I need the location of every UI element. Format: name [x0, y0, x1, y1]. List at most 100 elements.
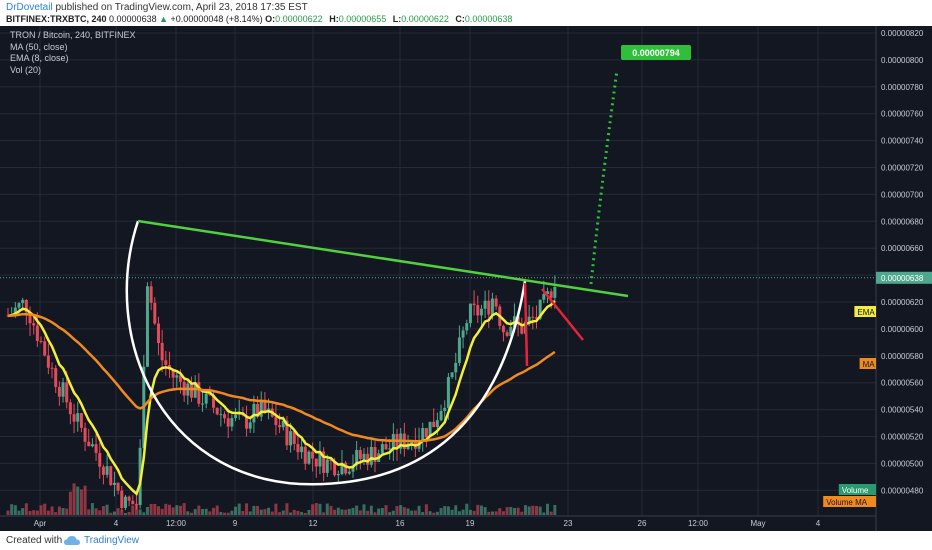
volume-bar: [13, 505, 17, 515]
volume-bar: [134, 503, 138, 515]
cloud-icon: [64, 536, 80, 545]
volume-bar: [384, 505, 388, 515]
candle-body: [123, 496, 127, 508]
volume-bar: [505, 507, 509, 515]
created-with-text: Created with: [6, 535, 63, 546]
volume-bar: [178, 505, 182, 515]
tag-label: EMA: [857, 308, 875, 317]
legend-ma: MA (50, close): [10, 41, 68, 52]
x-tick-label: 12:00: [688, 519, 709, 528]
chart-area[interactable]: TRON / Bitcoin, 240, BITFINEX MA (50, cl…: [0, 26, 932, 531]
volume-bar: [57, 506, 61, 515]
candle-body: [355, 450, 359, 466]
candle-body: [476, 305, 480, 316]
symbol-label: BITFINEX:TRXBTC, 240: [6, 14, 107, 24]
volume-bar: [245, 503, 249, 515]
candle-body: [303, 446, 307, 464]
volume-bar: [410, 510, 414, 515]
volume-bar: [17, 510, 21, 515]
volume-bar: [94, 508, 98, 515]
volume-bar: [501, 511, 505, 515]
candle-body: [509, 326, 513, 336]
candle-body: [234, 414, 238, 419]
volume-bar: [527, 506, 531, 515]
low-label: L:: [392, 14, 402, 24]
volume-bar: [6, 510, 10, 515]
symbol-info: BITFINEX:TRXBTC, 240 0.00000638 ▲ +0.000…: [6, 14, 516, 24]
volume-bar: [83, 485, 87, 515]
candle-body: [336, 474, 340, 476]
candle-body: [373, 447, 377, 462]
close-label: C:: [455, 14, 465, 24]
volume-bar: [72, 483, 76, 515]
x-tick-label: 4: [816, 519, 821, 528]
y-tick-label: 0.00000600: [881, 325, 924, 334]
volume-bar: [406, 508, 410, 515]
volume-bar: [182, 503, 186, 515]
candle-body: [450, 372, 454, 378]
y-tick-label: 0.00000740: [881, 137, 924, 146]
candle-body: [263, 399, 267, 413]
candle-body: [461, 330, 465, 338]
legend-title: TRON / Bitcoin, 240, BITFINEX: [10, 30, 136, 40]
volume-bar: [531, 505, 535, 515]
candle-body: [13, 307, 17, 314]
resistance-trendline: [137, 219, 629, 298]
volume-bar: [131, 505, 135, 515]
volume-bar: [156, 506, 160, 515]
volume-bar: [281, 510, 285, 515]
candle-body: [553, 287, 557, 298]
last-price: 0.00000638: [109, 14, 157, 24]
candle-body: [21, 299, 25, 304]
candle-body: [94, 444, 98, 453]
candle-body: [252, 403, 256, 423]
legend-ema: EMA (8, close): [10, 53, 69, 63]
author-link[interactable]: DrDovetail: [6, 2, 53, 13]
volume-bar: [325, 503, 329, 515]
candle-body: [98, 452, 102, 467]
volume-bar: [90, 503, 94, 515]
candle-body: [54, 368, 58, 387]
y-tick-label: 0.00000720: [881, 164, 924, 173]
y-tick-label: 0.00000620: [881, 298, 924, 307]
volume-bar: [87, 509, 91, 515]
volume-bar: [479, 505, 483, 515]
candle-body: [39, 340, 43, 342]
price-plot[interactable]: 0.00000820 0.00000800 0.00000780 0.00000760…: [0, 26, 932, 531]
candle-body: [435, 420, 439, 428]
candle-body: [311, 451, 315, 459]
tag-label: MA: [863, 360, 876, 369]
tradingview-link[interactable]: TradingView: [84, 535, 140, 546]
volume-bar: [101, 506, 105, 515]
candle-body: [545, 291, 549, 295]
volume-bar: [43, 503, 47, 515]
candle-body: [212, 395, 216, 408]
y-tick-label: 0.00000580: [881, 352, 924, 361]
volume-bar: [472, 510, 476, 515]
candle-body: [351, 465, 355, 472]
volume-bar: [263, 509, 267, 515]
candle-body: [72, 414, 76, 422]
tag-box: [823, 496, 876, 507]
candle-body: [358, 450, 362, 459]
y-tick-label: 0.00000520: [881, 433, 924, 442]
volume-bar: [549, 511, 553, 515]
volume-bar: [329, 505, 333, 515]
candle-body: [443, 407, 447, 412]
red-flag-line: [541, 288, 584, 341]
tag-label: Volume MA: [826, 498, 868, 507]
open-value: 0.00000622: [275, 14, 323, 24]
volume-bar: [439, 508, 443, 515]
candle-body: [314, 458, 318, 467]
volume-bar: [465, 503, 469, 515]
candle-body: [175, 375, 179, 378]
publish-info: DrDovetail published on TradingView.com,…: [6, 2, 308, 13]
volume-bar: [10, 504, 14, 515]
volume-bar: [186, 511, 190, 515]
candle-body: [362, 453, 366, 459]
candle-body: [472, 303, 476, 306]
volume-bar: [123, 512, 127, 515]
volume-bar: [190, 512, 194, 515]
x-tick-label: 19: [466, 519, 475, 528]
candle-body: [428, 421, 432, 438]
